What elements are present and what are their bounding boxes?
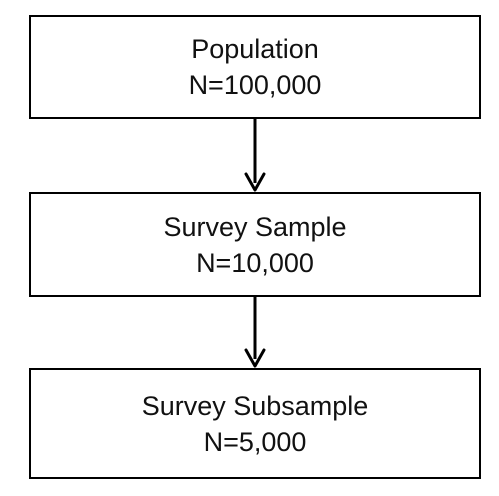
arrow-population-to-sample: [244, 119, 266, 192]
population-box: Population N=100,000: [29, 15, 481, 119]
survey-subsample-count: N=5,000: [203, 426, 307, 457]
survey-sample-label: Survey Sample: [163, 211, 347, 242]
survey-sample-count: N=10,000: [196, 247, 314, 278]
population-label: Population: [191, 34, 319, 64]
arrow-sample-to-subsample: [244, 297, 266, 368]
survey-sample-box: Survey Sample N=10,000: [29, 192, 481, 297]
survey-subsample-label: Survey Subsample: [141, 390, 369, 421]
survey-subsample-box: Survey Subsample N=5,000: [29, 368, 481, 479]
population-count: N=100,000: [188, 70, 322, 100]
